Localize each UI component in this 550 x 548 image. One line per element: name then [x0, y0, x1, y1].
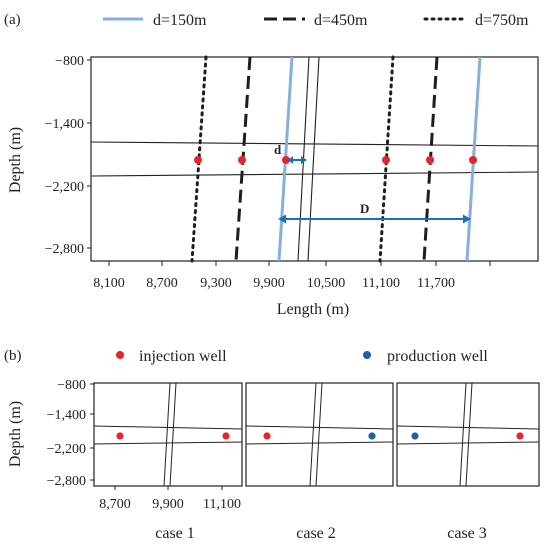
panel-a-y-axis-title: Depth (m) — [7, 127, 24, 193]
injection-well-dot — [469, 156, 477, 164]
production-legend-marker — [363, 351, 371, 359]
injection-well-dot — [238, 156, 246, 164]
panel-a-x-axis-title: Length (m) — [277, 301, 349, 318]
fault-line-right — [169, 382, 177, 487]
case-1-frame — [93, 382, 243, 487]
x-tick-label: 11,100 — [203, 497, 241, 512]
x-tick-label: 9,900 — [253, 276, 285, 291]
y-tick-label: −2,200 — [47, 442, 86, 457]
injection-well-dot — [263, 432, 271, 440]
layer-boundary-bottom — [396, 441, 540, 445]
panel-a-legend: d=150m d=450m d=750m — [103, 12, 529, 29]
panel-a-plot-frame — [90, 56, 539, 262]
fracture-left-d750 — [190, 55, 208, 263]
case-3-label: case 3 — [447, 525, 487, 542]
production-well-dot — [411, 432, 419, 440]
layer-boundary-top — [396, 425, 540, 430]
x-tick-label: 10,500 — [307, 276, 346, 291]
x-tick-label: 9,300 — [200, 276, 232, 291]
fault-line-left — [309, 382, 317, 487]
injection-well-dot — [222, 432, 230, 440]
panel-a-y-axis: −800 −1,400 −2,200 −2,800 — [45, 54, 91, 257]
case-1-panel: 8,700 9,900 11,100 case 1 — [93, 382, 243, 542]
d-label: d — [274, 142, 282, 157]
y-tick-label: −800 — [57, 378, 86, 393]
case-2-frame — [245, 382, 394, 487]
injection-well-dot — [426, 156, 434, 164]
y-tick-label: −1,400 — [47, 408, 86, 423]
fracture-right-d750 — [378, 55, 395, 263]
D-label: D — [360, 201, 369, 216]
d-distance-arrow — [288, 156, 307, 164]
y-tick-label: −2,800 — [45, 242, 84, 257]
injection-well-dot — [382, 156, 390, 164]
layer-boundary-bottom — [93, 441, 243, 445]
x-tick-label: 9,900 — [152, 497, 184, 512]
x-tick-label: 8,700 — [99, 497, 131, 512]
case-2-label: case 2 — [296, 525, 336, 542]
injection-well-dot — [116, 432, 124, 440]
D-distance-arrow — [278, 214, 471, 224]
fault-line-left — [163, 382, 171, 487]
x-tick-label: 11,100 — [362, 276, 400, 291]
case-3-frame — [396, 382, 540, 487]
legend-label-150: d=150m — [153, 12, 207, 29]
panel-a-x-axis: 8,100 8,700 9,300 9,900 10,500 11,100 11… — [93, 261, 491, 291]
fault-line-right — [307, 56, 320, 262]
legend-label-750: d=750m — [475, 12, 529, 29]
legend-label-450: d=450m — [314, 12, 368, 29]
layer-boundary-bottom — [245, 441, 394, 445]
case-2-panel: case 2 — [245, 382, 394, 542]
panel-b-y-axis-title: Depth (m) — [7, 401, 24, 467]
x-tick-label: 8,700 — [146, 276, 178, 291]
panel-b-y-axis: −800 −1,400 −2,200 −2,800 — [47, 378, 94, 489]
y-tick-label: −2,200 — [45, 180, 84, 195]
case-3-panel: case 3 — [396, 382, 540, 542]
panel-b-label: (b) — [4, 348, 22, 364]
fault-line-right — [315, 382, 323, 487]
production-well-dot — [368, 432, 376, 440]
injection-legend-label: injection well — [139, 348, 227, 365]
production-legend-label: production well — [387, 348, 488, 365]
injection-well-dot — [282, 156, 290, 164]
fault-line-left — [459, 382, 467, 487]
y-tick-label: −2,800 — [47, 474, 86, 489]
panel-a-label: (a) — [4, 12, 21, 28]
layer-boundary-top — [93, 425, 243, 430]
fault-line-right — [465, 382, 473, 487]
injection-well-dot — [516, 432, 524, 440]
x-tick-label: 11,700 — [417, 276, 455, 291]
case-1-label: case 1 — [155, 525, 195, 542]
y-tick-label: −1,400 — [45, 117, 84, 132]
injection-legend-marker — [116, 351, 124, 359]
panel-b-legend: injection well production well — [116, 348, 488, 365]
y-tick-label: −800 — [55, 54, 84, 69]
injection-well-dot — [194, 156, 202, 164]
layer-boundary-bottom — [90, 171, 539, 177]
x-tick-label: 8,100 — [93, 276, 125, 291]
